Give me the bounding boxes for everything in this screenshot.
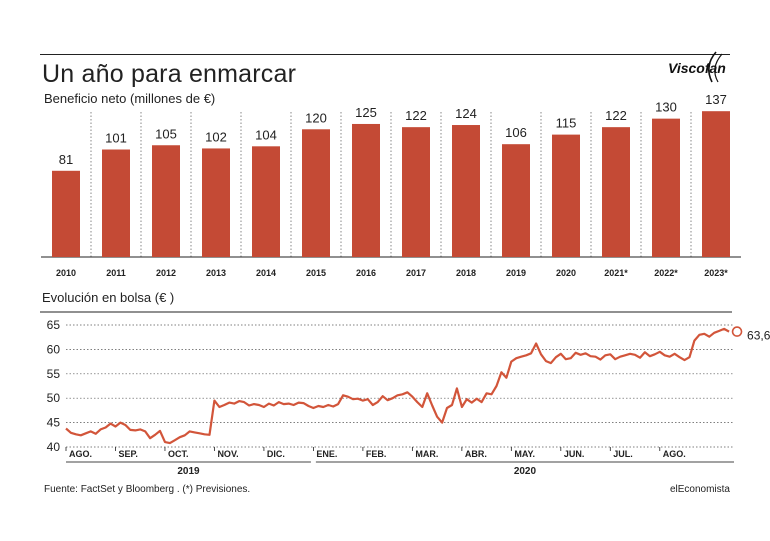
bar-category-label: 2010 — [56, 268, 76, 278]
month-label: JUN. — [564, 449, 585, 459]
end-value-label: 63,65 — [747, 329, 770, 343]
bar-category-label: 2021* — [604, 268, 628, 278]
bar-category-label: 2019 — [506, 268, 526, 278]
bar-2016 — [352, 123, 380, 257]
bar-category-label: 2023* — [704, 268, 728, 278]
bar-2015 — [302, 129, 330, 257]
bar-value-label: 81 — [59, 152, 73, 167]
bar-2019 — [502, 144, 530, 257]
bar-2017 — [402, 127, 430, 258]
y-tick-label: 55 — [47, 367, 61, 381]
year-label: 2019 — [177, 466, 200, 477]
month-label: AGO. — [69, 449, 92, 459]
page-title: Un año para enmarcar — [42, 60, 297, 88]
month-label: DIC. — [267, 449, 285, 459]
month-label: MAY. — [514, 449, 535, 459]
company-logo: Viscofan — [668, 60, 726, 76]
publisher-brand: elEconomista — [669, 484, 730, 495]
bar-value-label: 101 — [105, 131, 127, 146]
bar-category-label: 2015 — [306, 268, 326, 278]
bar-value-label: 106 — [505, 125, 527, 140]
bar-category-label: 2017 — [406, 268, 426, 278]
month-label: AGO. — [663, 449, 686, 459]
bar-value-label: 122 — [405, 108, 427, 123]
bar-value-label: 125 — [355, 105, 377, 120]
bar-value-label: 115 — [556, 116, 577, 131]
y-tick-label: 65 — [47, 318, 61, 332]
end-point-marker — [731, 326, 743, 337]
bar-value-label: 122 — [605, 108, 627, 123]
bar-value-label: 102 — [205, 129, 227, 144]
bar-category-label: 2022* — [654, 268, 678, 278]
bar-value-label: 105 — [155, 126, 177, 141]
month-label: SEP. — [118, 449, 137, 459]
bar-category-label: 2012 — [156, 268, 176, 278]
bar-category-label: 2016 — [356, 268, 376, 278]
month-label: ABR. — [465, 449, 487, 459]
bar-2022* — [652, 118, 680, 258]
bar-value-label: 104 — [255, 127, 277, 142]
bar-2018 — [452, 125, 480, 258]
month-label: FEB. — [366, 449, 387, 459]
bar-value-label: 137 — [705, 92, 727, 107]
bar-2023* — [702, 111, 730, 257]
y-tick-label: 40 — [47, 440, 61, 454]
bar-category-label: 2011 — [106, 268, 126, 278]
bar-category-label: 2014 — [256, 268, 276, 278]
bar-2014 — [252, 146, 280, 257]
bar-2021* — [602, 127, 630, 258]
bar-2011 — [102, 149, 130, 257]
line-chart-title: Evolución en bolsa (€ ) — [42, 290, 175, 305]
bar-2010 — [52, 170, 80, 257]
month-label: JUL. — [613, 449, 633, 459]
bar-value-label: 120 — [305, 110, 327, 125]
bar-category-label: 2013 — [206, 268, 226, 278]
bar-value-label: 124 — [455, 106, 477, 121]
month-label: MAR. — [415, 449, 438, 459]
y-tick-label: 45 — [47, 416, 61, 430]
month-label: OCT. — [168, 449, 189, 459]
month-label: ENE. — [316, 449, 337, 459]
top-rule — [40, 54, 730, 55]
bar-value-label: 130 — [655, 100, 677, 115]
bar-2012 — [152, 145, 180, 257]
bar-category-label: 2018 — [456, 268, 476, 278]
y-tick-label: 50 — [47, 391, 61, 405]
y-tick-label: 60 — [47, 342, 61, 356]
bar-2013 — [202, 148, 230, 257]
bar-chart-title: Beneficio neto (millones de €) — [44, 91, 216, 106]
source-note: Fuente: FactSet y Bloomberg . (*) Previs… — [44, 484, 251, 495]
bar-2020 — [552, 134, 580, 257]
month-label: NOV. — [217, 449, 238, 459]
stock-price-line — [65, 327, 730, 445]
logo-swoosh-icon — [708, 51, 723, 83]
bar-category-label: 2020 — [556, 268, 576, 278]
year-label: 2020 — [514, 466, 537, 477]
